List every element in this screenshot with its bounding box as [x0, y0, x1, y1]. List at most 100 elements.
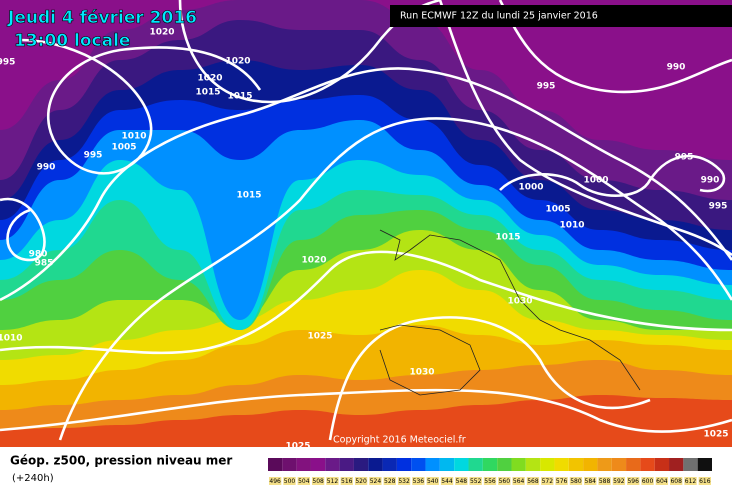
isobar-label: 980 — [29, 250, 48, 260]
scale-swatch — [525, 458, 541, 471]
scale-swatch — [353, 458, 369, 471]
scale-label: 496 — [269, 478, 281, 485]
isobar — [328, 316, 651, 441]
scale-label: 528 — [384, 478, 396, 485]
isobar-label: 1015 — [495, 233, 520, 243]
scale-label: 548 — [456, 478, 468, 485]
scale-label-bg — [383, 477, 396, 485]
scale-label: 560 — [499, 478, 511, 485]
scale-swatch — [583, 458, 598, 471]
scale-label: 568 — [527, 478, 539, 485]
scale-label-bg — [641, 477, 654, 485]
scale-label-bg — [269, 477, 282, 485]
scale-label-bg — [412, 477, 425, 485]
scale-label: 604 — [656, 478, 668, 485]
scale-swatch — [382, 458, 397, 471]
scale-label-bg — [655, 477, 669, 485]
scale-label-bg — [670, 477, 683, 485]
scale-swatch — [683, 458, 698, 471]
scale-label: 572 — [542, 478, 554, 485]
scale-label-bg — [598, 477, 611, 485]
scale-label-bg — [612, 477, 626, 485]
scale-label-bg — [440, 477, 454, 485]
legend-bar: Géop. z500, pression niveau mer (+240h) … — [10, 454, 712, 485]
isobar-label: 990 — [701, 176, 720, 186]
isobar-label: 1015 — [236, 191, 261, 201]
isobar-label: 1000 — [583, 176, 608, 186]
scale-swatch — [497, 458, 512, 471]
isobar — [499, 154, 726, 197]
scale-swatch — [568, 458, 584, 471]
scale-swatch — [282, 458, 297, 471]
scale-label-bg — [569, 477, 583, 485]
isobar-label: 1030 — [409, 368, 434, 378]
isobar — [19, 38, 262, 175]
coastline — [379, 229, 641, 396]
scale-swatch — [439, 458, 455, 471]
scale-label-bg — [283, 477, 296, 485]
scale-label-bg — [326, 477, 339, 485]
scale-label: 600 — [642, 478, 654, 485]
isobar-label: 1025 — [307, 332, 332, 342]
scale-label: 516 — [341, 478, 353, 485]
scale-swatch — [669, 458, 684, 471]
isobar — [438, 0, 732, 257]
scale-swatch — [640, 458, 655, 471]
scale-swatch — [611, 458, 627, 471]
copyright: Copyright 2016 Meteociel.fr — [333, 435, 466, 446]
scale-label-bg — [498, 477, 511, 485]
run-box — [390, 5, 732, 27]
isobar — [58, 117, 732, 441]
scale-label-bg — [684, 477, 697, 485]
scale-swatch — [339, 458, 354, 471]
color-scale: 496 500 504 508 512 516 520 524 528 532 536 540 544 5… — [268, 458, 712, 485]
scale-label-bg — [698, 477, 711, 485]
scale-label-bg — [555, 477, 568, 485]
scale-label-bg — [354, 477, 368, 485]
scale-label: 576 — [556, 478, 568, 485]
scale-label: 544 — [441, 478, 453, 485]
scale-swatch — [411, 458, 426, 471]
isobar-label: 995 — [84, 151, 103, 161]
scale-label: 596 — [627, 478, 639, 485]
scale-label-bg — [369, 477, 382, 485]
scale-swatch — [468, 458, 483, 471]
scale-swatch — [396, 458, 412, 471]
isobar-label: 1010 — [0, 334, 23, 344]
scale-label-bg — [397, 477, 411, 485]
scale-swatch — [482, 458, 498, 471]
isobar-label: 995 — [709, 202, 728, 212]
scale-label-bg — [483, 477, 497, 485]
scale-label: 532 — [398, 478, 410, 485]
scale-label-bg — [340, 477, 353, 485]
lead-label: (+240h) — [12, 473, 54, 484]
isobar-label: 990 — [37, 163, 56, 173]
isobar — [0, 250, 732, 355]
isobar-label: 1015 — [227, 92, 252, 102]
isobar-label: 1010 — [121, 132, 146, 142]
scale-label: 540 — [427, 478, 439, 485]
isobar-label: 1005 — [111, 143, 136, 153]
scale-swatch — [554, 458, 569, 471]
scale-label: 580 — [570, 478, 582, 485]
scale-label: 612 — [685, 478, 697, 485]
scale-label: 556 — [484, 478, 496, 485]
scale-swatch — [511, 458, 526, 471]
scale-swatch — [268, 458, 283, 471]
scale-label-bg — [311, 477, 325, 485]
scale-swatch — [296, 458, 311, 471]
isobar-label: 1005 — [545, 205, 570, 215]
scale-label: 500 — [284, 478, 296, 485]
isobar-label: 985 — [35, 259, 54, 269]
field-label: Géop. z500, pression niveau mer — [10, 454, 232, 468]
scale-swatch — [654, 458, 670, 471]
scale-swatch — [697, 458, 712, 471]
isobar-label: 995 — [537, 82, 556, 92]
scale-label: 524 — [370, 478, 382, 485]
isobar-label: 1025 — [285, 442, 310, 448]
isobar-label: 1000 — [518, 183, 543, 193]
isobar — [0, 197, 46, 262]
scale-swatch — [310, 458, 326, 471]
scale-label-bg — [541, 477, 554, 485]
